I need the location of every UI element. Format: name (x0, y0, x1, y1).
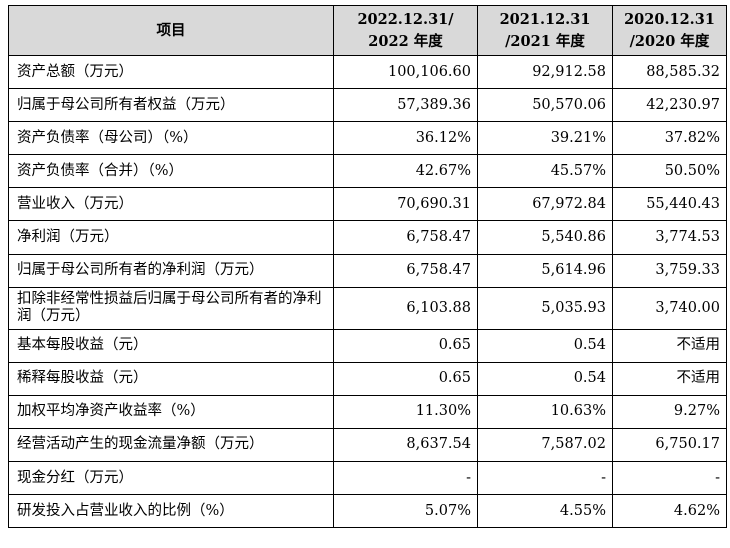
value-2020: - (612, 461, 727, 496)
value-2020: 9.27% (612, 394, 727, 429)
value-2022: 11.30% (333, 394, 478, 429)
value-2021: 7,587.02 (477, 427, 613, 463)
value-2021: 92,912.58 (477, 54, 613, 90)
value-2021: 10.63% (477, 394, 613, 429)
value-2022: 70,690.31 (333, 187, 478, 222)
value-2022: 57,389.36 (333, 88, 478, 123)
value-2022: 6,103.88 (333, 286, 478, 330)
table-row: 现金分红（万元） - - - (8, 461, 727, 496)
value-2022: - (333, 461, 478, 496)
value-2020: 37.82% (612, 121, 727, 156)
value-2020: 55,440.43 (612, 187, 727, 222)
value-2021: 39.21% (477, 121, 613, 156)
row-label: 经营活动产生的现金流量净额（万元） (8, 427, 334, 463)
financial-table-container: 项目 2022.12.31/ 2022 年度 2021.12.31 /2021 … (8, 5, 727, 529)
row-label: 净利润（万元） (8, 220, 334, 255)
table-row: 基本每股收益（元） 0.65 0.54 不适用 (8, 328, 727, 363)
row-label: 稀释每股收益（元） (8, 361, 334, 396)
value-2022: 0.65 (333, 361, 478, 396)
value-2020: 不适用 (612, 328, 727, 363)
value-2020: 42,230.97 (612, 88, 727, 123)
table-row: 经营活动产生的现金流量净额（万元） 8,637.54 7,587.02 6,75… (8, 427, 727, 463)
table-row: 资产负债率（母公司）（%） 36.12% 39.21% 37.82% (8, 121, 727, 156)
value-2022: 8,637.54 (333, 427, 478, 463)
table-row: 扣除非经常性损益后归属于母公司所有者的净利润（万元） 6,103.88 5,03… (8, 286, 727, 330)
value-2022: 5.07% (333, 494, 478, 529)
header-item: 项目 (8, 5, 334, 56)
value-2021: 5,614.96 (477, 253, 613, 288)
row-label: 归属于母公司所有者权益（万元） (8, 88, 334, 123)
header-2021: 2021.12.31 /2021 年度 (477, 5, 613, 56)
value-2021: 67,972.84 (477, 187, 613, 222)
value-2021: 45.57% (477, 154, 613, 189)
value-2022: 0.65 (333, 328, 478, 363)
table-row: 归属于母公司所有者权益（万元） 57,389.36 50,570.06 42,2… (8, 88, 727, 123)
table-row: 资产负债率（合并）（%） 42.67% 45.57% 50.50% (8, 154, 727, 189)
table-row: 稀释每股收益（元） 0.65 0.54 不适用 (8, 361, 727, 396)
value-2022: 6,758.47 (333, 253, 478, 288)
row-label: 资产负债率（母公司）（%） (8, 121, 334, 156)
row-label: 资产总额（万元） (8, 54, 334, 90)
row-label: 研发投入占营业收入的比例（%） (8, 494, 334, 529)
table-row: 资产总额（万元） 100,106.60 92,912.58 88,585.32 (8, 54, 727, 90)
value-2021: - (477, 461, 613, 496)
table-row: 研发投入占营业收入的比例（%） 5.07% 4.55% 4.62% (8, 494, 727, 529)
table-row: 净利润（万元） 6,758.47 5,540.86 3,774.53 (8, 220, 727, 255)
value-2020: 3,740.00 (612, 286, 727, 330)
value-2021: 50,570.06 (477, 88, 613, 123)
value-2020: 3,774.53 (612, 220, 727, 255)
value-2020: 4.62% (612, 494, 727, 529)
value-2022: 36.12% (333, 121, 478, 156)
value-2021: 0.54 (477, 361, 613, 396)
financial-indicators-table: 项目 2022.12.31/ 2022 年度 2021.12.31 /2021 … (8, 5, 727, 529)
row-label: 资产负债率（合并）（%） (8, 154, 334, 189)
value-2020: 3,759.33 (612, 253, 727, 288)
value-2021: 5,035.93 (477, 286, 613, 330)
header-2022: 2022.12.31/ 2022 年度 (333, 5, 478, 56)
value-2020: 6,750.17 (612, 427, 727, 463)
row-label: 现金分红（万元） (8, 461, 334, 496)
value-2022: 100,106.60 (333, 54, 478, 90)
table-row: 归属于母公司所有者的净利润（万元） 6,758.47 5,614.96 3,75… (8, 253, 727, 288)
table-row: 加权平均净资产收益率（%） 11.30% 10.63% 9.27% (8, 394, 727, 429)
value-2020: 88,585.32 (612, 54, 727, 90)
row-label: 扣除非经常性损益后归属于母公司所有者的净利润（万元） (8, 286, 334, 330)
value-2021: 4.55% (477, 494, 613, 529)
table-header-row: 项目 2022.12.31/ 2022 年度 2021.12.31 /2021 … (8, 5, 727, 56)
row-label: 营业收入（万元） (8, 187, 334, 222)
row-label: 加权平均净资产收益率（%） (8, 394, 334, 429)
value-2021: 0.54 (477, 328, 613, 363)
value-2021: 5,540.86 (477, 220, 613, 255)
value-2022: 6,758.47 (333, 220, 478, 255)
row-label: 基本每股收益（元） (8, 328, 334, 363)
table-row: 营业收入（万元） 70,690.31 67,972.84 55,440.43 (8, 187, 727, 222)
row-label: 归属于母公司所有者的净利润（万元） (8, 253, 334, 288)
value-2020: 50.50% (612, 154, 727, 189)
value-2022: 42.67% (333, 154, 478, 189)
header-2020: 2020.12.31 /2020 年度 (612, 5, 727, 56)
value-2020: 不适用 (612, 361, 727, 396)
